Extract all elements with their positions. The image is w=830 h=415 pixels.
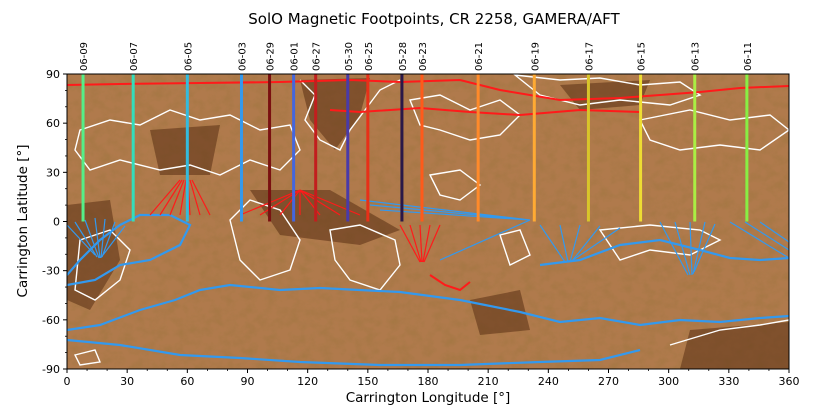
x-tick-label: 270 — [598, 375, 619, 388]
x-tick-label: 0 — [64, 375, 71, 388]
y-tick-label: -90 — [42, 363, 60, 376]
date-marker-label: 05-28 — [398, 42, 409, 71]
pos-polarity-line — [67, 78, 789, 292]
date-marker-label: 06-19 — [530, 42, 541, 71]
date-marker-label: 06-09 — [79, 42, 90, 71]
x-axis-label: Carrington Longitude [°] — [346, 390, 511, 406]
y-axis-ticks: -90 -60 -30 0 30 60 90 — [42, 68, 67, 376]
x-tick-label: 240 — [538, 375, 559, 388]
date-marker-label: 06-27 — [312, 42, 323, 71]
x-tick-label: 120 — [297, 375, 318, 388]
date-marker-label: 06-23 — [418, 42, 429, 71]
y-tick-label: 0 — [53, 216, 60, 229]
date-marker-label: 06-13 — [691, 42, 702, 71]
y-tick-label: 90 — [46, 68, 60, 81]
date-marker-label: 06-17 — [584, 42, 595, 71]
x-tick-label: 60 — [180, 375, 194, 388]
date-marker-label: 06-21 — [474, 42, 485, 71]
x-tick-label: 180 — [418, 375, 439, 388]
x-tick-label: 360 — [779, 375, 800, 388]
date-marker-label: 05-30 — [344, 42, 355, 71]
x-tick-label: 210 — [478, 375, 499, 388]
date-marker-label: 06-11 — [743, 42, 754, 71]
x-tick-label: 90 — [241, 375, 255, 388]
y-tick-label: 30 — [46, 166, 60, 179]
date-marker-label: 06-03 — [237, 42, 248, 71]
y-axis-label: Carrington Latitude [°] — [15, 145, 31, 298]
x-tick-label: 30 — [120, 375, 134, 388]
date-marker-label: 06-07 — [129, 42, 140, 71]
magnetogram-texture — [67, 74, 789, 369]
plot-area — [67, 74, 789, 369]
date-marker-label: 06-15 — [637, 42, 648, 71]
chart-title: SolO Magnetic Footpoints, CR 2258, GAMER… — [248, 10, 620, 28]
date-marker-label: 06-01 — [290, 42, 301, 71]
x-tick-label: 330 — [718, 375, 739, 388]
y-tick-label: 60 — [46, 117, 60, 130]
date-marker-label: 06-25 — [364, 42, 375, 71]
x-tick-label: 150 — [357, 375, 378, 388]
date-labels: 06-09 06-07 06-05 06-03 06-29 06-01 06-27 05-30… — [79, 42, 754, 71]
date-marker-label: 06-29 — [266, 42, 277, 71]
x-axis-ticks: 0 30 60 90 120 150 180 210 240 270 300 330 360 — [64, 369, 800, 388]
y-tick-label: -60 — [42, 314, 60, 327]
date-marker-label: 06-05 — [183, 42, 194, 71]
neg-polarity-line — [67, 213, 789, 367]
date-marker-lines — [81, 74, 749, 222]
y-tick-label: -30 — [42, 265, 60, 278]
x-tick-label: 300 — [658, 375, 679, 388]
